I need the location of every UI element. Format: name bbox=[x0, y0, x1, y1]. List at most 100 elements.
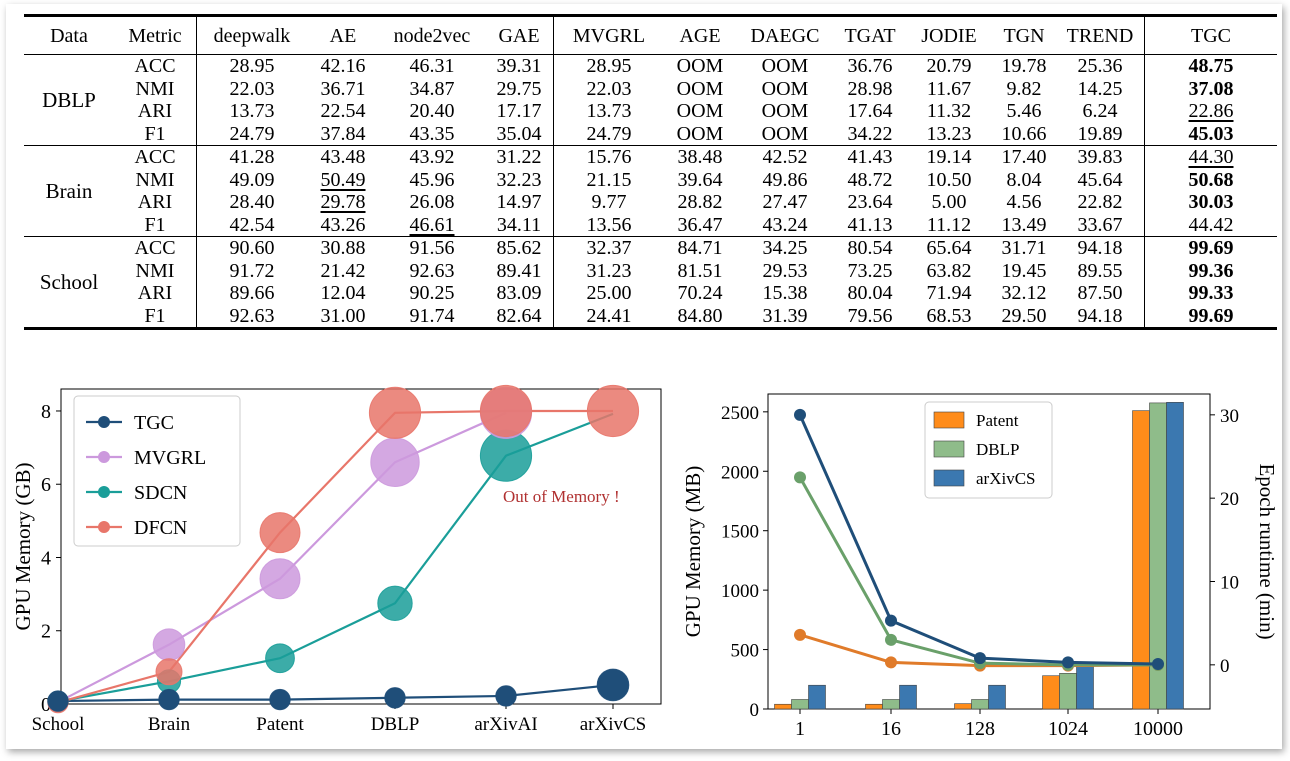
metric-label: ACC bbox=[134, 146, 176, 169]
y-axis-label: GPU Memory (GB) bbox=[11, 463, 35, 631]
table-cell: 14.25 bbox=[1077, 77, 1123, 100]
table-cell: 90.60 bbox=[196, 236, 307, 260]
y-tick-label: 6 bbox=[41, 474, 51, 496]
table-cell: 31.00 bbox=[307, 304, 379, 330]
gpu-memory-line-chart: 0 2 4 6 8 School Brain Patent DBLP arXivAI arXivCS… bbox=[11, 384, 662, 735]
table-cell: 32.37 bbox=[553, 236, 664, 260]
table-cell: OOM bbox=[761, 55, 809, 78]
table-cell: 25.36 bbox=[1077, 55, 1123, 78]
table-cell: 94.18 bbox=[1077, 237, 1123, 260]
table-cell: 19.14 bbox=[926, 146, 972, 169]
table-cell: 89.55 bbox=[1077, 259, 1123, 282]
table-cell: 39.31 bbox=[496, 55, 542, 78]
table-cell: 43.26 bbox=[307, 213, 379, 237]
table-cell: 42.52 bbox=[762, 146, 808, 169]
y-tick-label: 0 bbox=[41, 694, 51, 716]
bar-patent bbox=[865, 703, 883, 710]
metric-label: F1 bbox=[114, 122, 197, 146]
table-cell: 21.42 bbox=[320, 259, 366, 282]
table-cell: 50.68 bbox=[1144, 168, 1277, 191]
table-cell: 41.13 bbox=[834, 213, 906, 237]
metric-label: NMI bbox=[135, 168, 175, 191]
y-axis-label: GPU Memory (MB) bbox=[681, 466, 705, 638]
runtime-point-arxivcs bbox=[1062, 656, 1074, 669]
legend-swatch bbox=[933, 411, 965, 429]
table-cell: 17.17 bbox=[496, 100, 542, 123]
table-cell: 13.49 bbox=[992, 213, 1056, 237]
runtime-point-patent bbox=[794, 628, 806, 641]
table-cell: 44.42 bbox=[1144, 213, 1277, 237]
table-row: NMI 91.72 21.42 92.63 89.41 31.23 81.51 29.53 73… bbox=[24, 259, 1277, 282]
table-cell: 28.95 bbox=[196, 54, 307, 78]
table-cell: 31.39 bbox=[736, 304, 834, 330]
metric-label: ACC bbox=[134, 55, 176, 78]
table-cell: OOM bbox=[676, 100, 724, 123]
table-cell: 99.69 bbox=[1144, 304, 1277, 330]
table-cell: 82.64 bbox=[485, 304, 554, 330]
table-row: School ACC 90.60 30.88 91.56 85.62 32.37 84.71 3… bbox=[24, 236, 1277, 330]
table-cell: 91.56 bbox=[409, 237, 455, 260]
table-body: DBLP ACC 28.95 42.16 46.31 39.31 28.95 OOM OOM 36… bbox=[24, 54, 1277, 330]
bar-patent bbox=[1042, 675, 1060, 710]
dataset-name: DBLP bbox=[24, 54, 114, 146]
x-tick-label: Patent bbox=[256, 714, 304, 735]
table-cell: 21.15 bbox=[553, 168, 664, 191]
runtime-line-dblp bbox=[798, 476, 1158, 667]
dataset-name: Brain bbox=[24, 145, 114, 237]
bar-arxivcs bbox=[899, 684, 917, 710]
x-tick-label: 10000 bbox=[1133, 718, 1183, 740]
table-cell: 80.04 bbox=[847, 282, 893, 305]
y-tick-label: 4 bbox=[41, 547, 51, 569]
legend-swatch bbox=[933, 469, 965, 487]
table-cell: 15.38 bbox=[762, 282, 808, 305]
table-cell: 4.56 bbox=[1006, 191, 1042, 214]
table-cell: OOM bbox=[761, 100, 809, 123]
table-cell: 30.88 bbox=[320, 237, 366, 260]
table-cell: 91.74 bbox=[379, 304, 485, 330]
legend-label: arXivCS bbox=[976, 469, 1036, 488]
table-cell: 25.00 bbox=[553, 282, 664, 305]
table-cell: 89.41 bbox=[496, 259, 542, 282]
table-cell: 9.82 bbox=[1006, 77, 1042, 100]
table-cell: 99.69 bbox=[1144, 236, 1277, 260]
y2-tick-label: 30 bbox=[1220, 406, 1239, 427]
table-cell: 23.64 bbox=[847, 191, 893, 214]
table-cell: 5.00 bbox=[931, 191, 967, 214]
table-cell: 22.82 bbox=[1077, 191, 1123, 214]
runtime-point-dblp bbox=[794, 471, 806, 484]
table-cell: 43.35 bbox=[379, 122, 485, 146]
table-cell: 17.40 bbox=[1001, 146, 1047, 169]
table-cell: 19.78 bbox=[1001, 55, 1047, 78]
table-cell: 39.64 bbox=[677, 168, 723, 191]
dataset-name: School bbox=[24, 236, 114, 330]
y-tick-label: 2500 bbox=[721, 403, 759, 424]
table-row: ARI 13.73 22.54 20.40 17.17 13.73 OOM OOM 17.64 1… bbox=[24, 100, 1277, 123]
table-cell: 84.80 bbox=[664, 304, 736, 330]
table-cell: 73.25 bbox=[847, 259, 893, 282]
legend-swatch-marker bbox=[98, 451, 110, 463]
table-cell: 34.11 bbox=[485, 213, 554, 237]
metric-label: F1 bbox=[114, 304, 197, 330]
table-cell: 8.04 bbox=[1006, 168, 1042, 191]
table-cell: 48.75 bbox=[1144, 54, 1277, 78]
data-point-sdcn bbox=[265, 643, 295, 674]
legend-swatch bbox=[933, 440, 965, 458]
table-cell: 37.08 bbox=[1144, 77, 1277, 100]
table-cell: 14.97 bbox=[496, 191, 542, 214]
column-header-node2vec: node2vec bbox=[379, 14, 485, 55]
table-cell: 28.82 bbox=[677, 191, 723, 214]
data-point-dfcn bbox=[479, 384, 533, 438]
metric-label: NMI bbox=[135, 77, 175, 100]
table-cell: 36.76 bbox=[847, 55, 893, 78]
table-cell: 29.53 bbox=[762, 259, 808, 282]
data-point-sdcn bbox=[377, 585, 413, 621]
table-cell: OOM bbox=[736, 122, 834, 146]
table-cell: 36.47 bbox=[664, 213, 736, 237]
y-tick-label: 1500 bbox=[721, 522, 759, 543]
column-header-data: Data bbox=[24, 14, 114, 55]
y-tick-label: 0 bbox=[750, 700, 760, 721]
table-cell: 22.54 bbox=[320, 100, 366, 123]
table-cell: 20.79 bbox=[926, 55, 972, 78]
table-cell: 29.50 bbox=[992, 304, 1056, 330]
table-cell: 45.96 bbox=[409, 168, 455, 191]
